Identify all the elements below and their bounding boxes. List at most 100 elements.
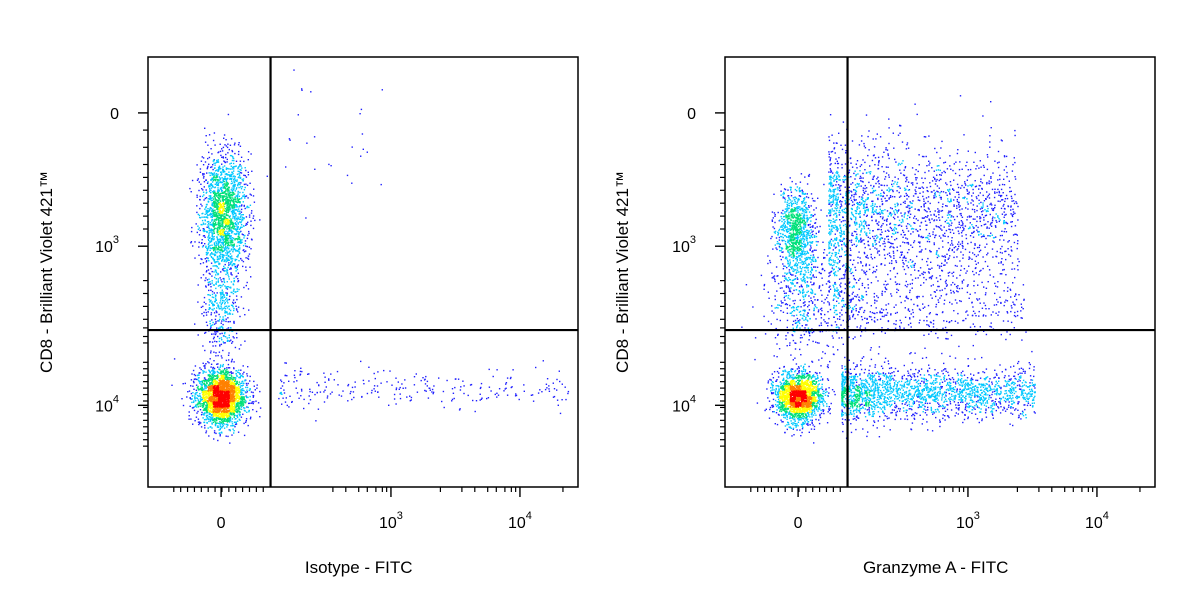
event-dot — [231, 159, 234, 162]
event-dot — [235, 382, 237, 384]
event-dot — [224, 312, 226, 314]
event-dot — [198, 380, 200, 382]
event-dot — [204, 230, 206, 232]
event-dot — [199, 207, 201, 210]
event-dot — [223, 247, 225, 249]
event-dot — [238, 171, 241, 173]
event-dot — [234, 216, 236, 218]
event-dot — [200, 396, 202, 399]
event-dot — [221, 295, 224, 298]
event-dot — [229, 223, 231, 226]
event-dot — [480, 386, 482, 389]
event-dot — [219, 386, 222, 389]
event-dot — [232, 408, 235, 411]
event-dot — [227, 327, 230, 329]
event-dot — [225, 182, 227, 184]
event-dot — [212, 421, 215, 424]
event-dot — [250, 194, 252, 196]
event-dot — [451, 388, 454, 390]
event-dot — [200, 277, 202, 279]
event-dot — [223, 160, 225, 162]
event-dot — [210, 326, 212, 328]
event-dot — [213, 398, 216, 400]
event-dot — [211, 379, 213, 381]
event-dot — [241, 380, 243, 383]
event-dot — [250, 416, 252, 418]
event-dot — [205, 212, 208, 215]
event-dot — [220, 241, 222, 244]
event-dot — [218, 246, 220, 249]
event-dot — [204, 141, 207, 143]
event-dot — [197, 410, 199, 413]
event-dot — [219, 187, 222, 189]
event-dot — [294, 370, 296, 372]
event-dot — [223, 300, 225, 302]
event-dot — [241, 197, 243, 199]
event-dot — [420, 379, 422, 382]
event-dot — [223, 296, 226, 298]
event-dot — [211, 308, 213, 311]
event-dot — [197, 213, 199, 216]
event-dot — [230, 410, 232, 412]
event-dot — [243, 195, 246, 198]
event-dot — [219, 150, 222, 153]
event-dot — [389, 370, 391, 372]
event-dot — [208, 242, 210, 244]
event-dot — [252, 217, 254, 219]
event-dot — [498, 388, 501, 390]
event-dot — [366, 392, 369, 395]
event-dot — [423, 379, 426, 381]
event-dot — [210, 240, 213, 243]
event-dot — [248, 411, 250, 413]
event-dot — [216, 175, 219, 177]
event-dot — [204, 424, 206, 427]
event-dot — [226, 208, 228, 210]
event-dot — [208, 235, 210, 237]
event-dot — [393, 393, 396, 396]
event-dot — [240, 408, 243, 411]
event-dot — [196, 179, 199, 181]
event-dot — [204, 407, 207, 410]
event-dot — [204, 409, 206, 412]
event-dot — [216, 236, 218, 238]
event-dot — [361, 395, 363, 398]
event-dot — [246, 245, 248, 248]
event-dot — [234, 249, 237, 251]
event-dot — [231, 382, 233, 384]
event-dot — [228, 352, 230, 354]
event-dot — [232, 213, 234, 215]
event-dot — [221, 249, 223, 251]
event-dot — [207, 384, 210, 386]
event-dot — [228, 374, 231, 376]
event-dot — [442, 390, 445, 393]
event-dot — [215, 432, 217, 435]
event-dot — [220, 207, 223, 209]
event-dot — [362, 379, 365, 382]
event-dot — [559, 412, 562, 415]
event-dot — [218, 197, 220, 200]
event-dot — [243, 371, 245, 373]
event-dot — [487, 397, 490, 399]
event-dot — [212, 411, 215, 413]
event-dot — [197, 418, 200, 420]
event-dot — [210, 183, 212, 185]
event-dot — [212, 371, 215, 373]
event-dot — [416, 391, 419, 393]
event-dot — [221, 302, 223, 304]
event-dot — [215, 310, 217, 312]
event-dot — [235, 391, 237, 393]
event-dot — [239, 393, 242, 396]
event-dot — [214, 396, 216, 399]
event-dot — [242, 244, 245, 247]
event-dot — [206, 247, 208, 250]
event-dot — [230, 165, 232, 167]
event-dot — [236, 265, 238, 267]
event-dot — [211, 296, 214, 298]
event-dot — [253, 201, 256, 203]
event-dot — [213, 159, 215, 161]
event-dot — [234, 426, 236, 428]
event-dot — [205, 286, 207, 288]
event-dot — [219, 344, 221, 346]
event-dot — [206, 254, 208, 256]
event-dot — [219, 199, 221, 201]
